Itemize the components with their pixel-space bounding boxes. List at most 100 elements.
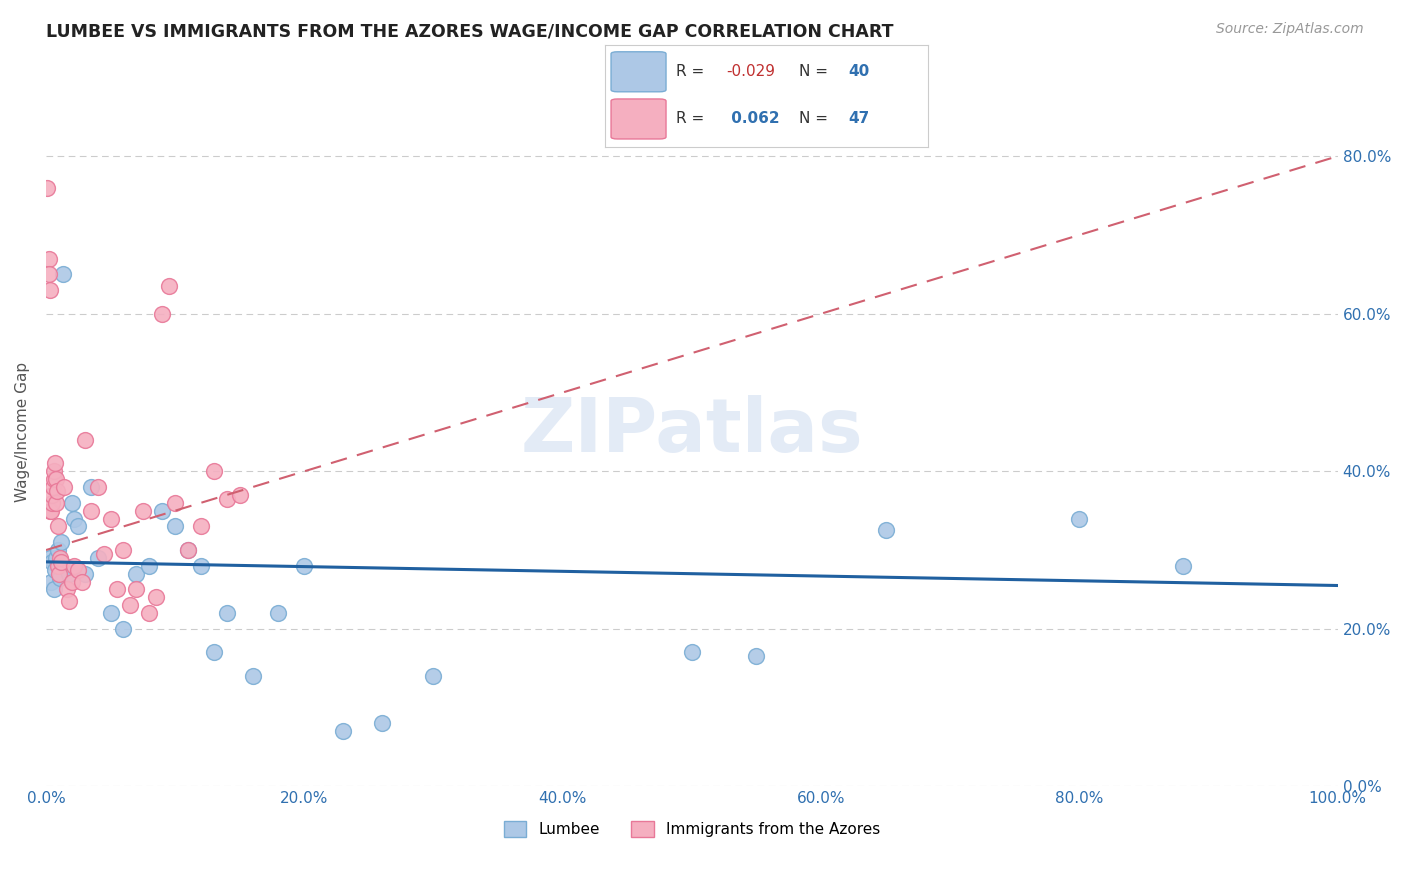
Point xyxy=(46,483,69,498)
Point xyxy=(93,547,115,561)
Point xyxy=(39,283,62,297)
Point xyxy=(38,550,60,565)
Point xyxy=(80,504,103,518)
Point xyxy=(42,472,65,486)
Point xyxy=(125,566,148,581)
Point xyxy=(58,594,80,608)
Point xyxy=(100,511,122,525)
Point xyxy=(38,252,60,266)
Point xyxy=(125,582,148,597)
Point xyxy=(46,519,69,533)
Point xyxy=(41,496,63,510)
Point xyxy=(48,566,70,581)
Point xyxy=(190,519,212,533)
Point xyxy=(202,645,225,659)
Point xyxy=(60,496,83,510)
Point xyxy=(51,535,73,549)
Point xyxy=(44,457,66,471)
Point xyxy=(53,480,76,494)
Text: LUMBEE VS IMMIGRANTS FROM THE AZORES WAGE/INCOME GAP CORRELATION CHART: LUMBEE VS IMMIGRANTS FROM THE AZORES WAG… xyxy=(46,22,894,40)
Point xyxy=(46,543,69,558)
Point xyxy=(38,504,60,518)
Point xyxy=(37,180,59,194)
Point xyxy=(39,504,62,518)
Point xyxy=(875,524,897,538)
Point xyxy=(41,488,63,502)
Text: N =: N = xyxy=(799,111,832,126)
Point xyxy=(80,480,103,494)
Point xyxy=(745,649,768,664)
Point xyxy=(215,491,238,506)
Text: ZIPatlas: ZIPatlas xyxy=(520,395,863,468)
Text: N =: N = xyxy=(799,63,832,78)
Point xyxy=(202,464,225,478)
Point xyxy=(73,566,96,581)
Point xyxy=(132,504,155,518)
Point xyxy=(51,555,73,569)
Text: R =: R = xyxy=(676,111,709,126)
Point xyxy=(86,480,108,494)
Text: 0.062: 0.062 xyxy=(725,111,779,126)
Point xyxy=(105,582,128,597)
Point xyxy=(53,558,76,573)
Point xyxy=(292,558,315,573)
Point xyxy=(45,496,67,510)
Y-axis label: Wage/Income Gap: Wage/Income Gap xyxy=(15,362,30,502)
Point xyxy=(42,480,65,494)
Point xyxy=(150,307,173,321)
Point xyxy=(1171,558,1194,573)
Point xyxy=(67,519,90,533)
Text: 47: 47 xyxy=(849,111,870,126)
Point xyxy=(63,511,86,525)
Text: Source: ZipAtlas.com: Source: ZipAtlas.com xyxy=(1216,22,1364,37)
Point xyxy=(49,571,72,585)
Point xyxy=(177,543,200,558)
Point xyxy=(177,543,200,558)
Point xyxy=(58,566,80,581)
Point xyxy=(86,550,108,565)
Point xyxy=(63,558,86,573)
Text: -0.029: -0.029 xyxy=(725,63,775,78)
Point xyxy=(49,550,72,565)
Point xyxy=(150,504,173,518)
Point xyxy=(100,606,122,620)
Point xyxy=(157,279,180,293)
Point xyxy=(45,472,67,486)
Point xyxy=(145,591,167,605)
Point xyxy=(228,488,250,502)
Point xyxy=(70,574,93,589)
Point xyxy=(55,582,77,597)
Point xyxy=(332,724,354,739)
Point xyxy=(190,558,212,573)
Text: R =: R = xyxy=(676,63,709,78)
Point xyxy=(52,268,75,282)
Point xyxy=(38,268,60,282)
Point xyxy=(46,558,69,573)
Point xyxy=(138,606,160,620)
Point xyxy=(681,645,703,659)
Legend: Lumbee, Immigrants from the Azores: Lumbee, Immigrants from the Azores xyxy=(498,815,886,843)
Point xyxy=(73,433,96,447)
Point xyxy=(45,550,67,565)
Point xyxy=(112,543,135,558)
Point xyxy=(215,606,238,620)
FancyBboxPatch shape xyxy=(612,52,666,92)
Point xyxy=(39,574,62,589)
Point xyxy=(242,669,264,683)
Point xyxy=(267,606,290,620)
Point xyxy=(1069,511,1091,525)
Point xyxy=(165,519,187,533)
Point xyxy=(42,582,65,597)
Point xyxy=(44,464,66,478)
Point xyxy=(67,563,90,577)
FancyBboxPatch shape xyxy=(612,99,666,139)
Point xyxy=(112,622,135,636)
Point xyxy=(422,669,444,683)
Text: 40: 40 xyxy=(849,63,870,78)
Point xyxy=(60,574,83,589)
Point xyxy=(118,598,141,612)
Point xyxy=(138,558,160,573)
Point xyxy=(165,496,187,510)
Point xyxy=(48,558,70,573)
Point xyxy=(41,555,63,569)
